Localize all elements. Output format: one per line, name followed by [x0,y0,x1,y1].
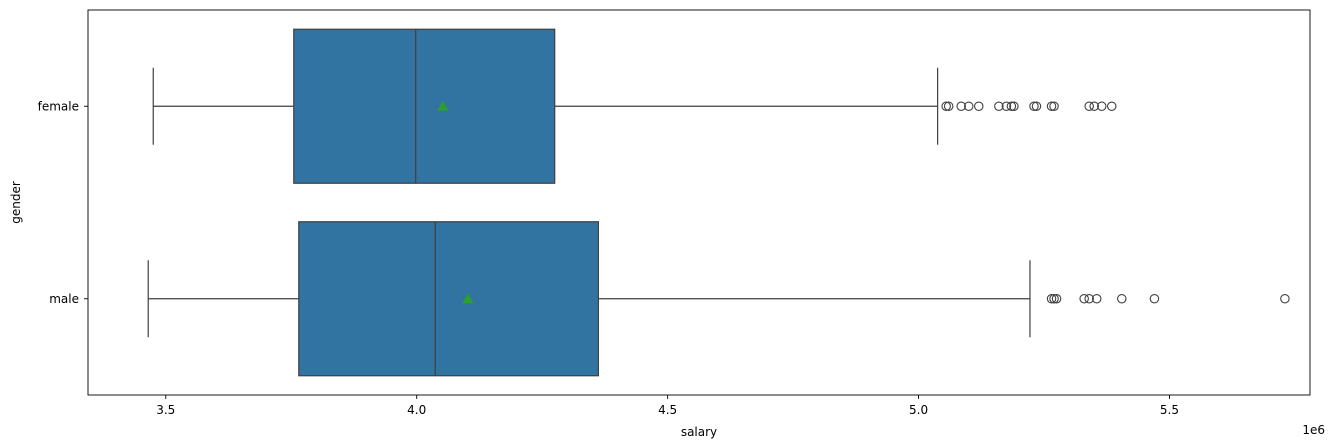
x-axis-label: salary [681,425,717,439]
x-tick-label: 4.0 [407,403,426,417]
outlier-point-male [1046,293,1057,304]
outlier-point-male [1091,293,1102,304]
outlier-point-female [1031,101,1042,112]
box-male [298,221,599,377]
outlier-point-male [1280,293,1290,304]
x-axis-offset-label: 1e6 [1302,423,1325,437]
outlier-point-female [1006,101,1017,112]
mean-marker-female [437,100,449,111]
outlier-point-male [1149,293,1160,304]
outlier-point-female [1001,101,1012,112]
outlier-point-female [1046,101,1057,112]
outlier-point-male [1084,293,1094,304]
outlier-point-male [1079,293,1089,304]
outlier-point-female [1084,101,1094,112]
outlier-point-female [956,101,966,112]
outlier-point-female [1089,101,1099,112]
y-axis-label: gender [9,181,23,224]
outlier-point-male [1117,293,1127,304]
x-tick-label: 5.0 [909,403,928,417]
outlier-point-female [1029,101,1039,112]
y-tick-label: male [49,292,79,306]
outlier-point-female [1107,101,1117,112]
x-tick-label: 3.5 [156,403,175,417]
outlier-point-female [1009,101,1019,112]
outlier-point-female [974,101,984,112]
box-female [293,28,556,184]
outlier-point-female [1049,101,1059,112]
outlier-point-female [1096,101,1107,112]
plot-frame [87,9,1311,396]
mean-marker-male [462,293,474,304]
outlier-point-male [1051,293,1062,304]
outlier-point-female [941,101,951,112]
plot-marks [147,28,1290,377]
axes: 3.5 4.0 4.5 5.0 5.5 female male [38,9,1311,417]
outlier-point-female [994,101,1004,112]
outlier-point-female [943,101,954,112]
x-tick-label: 4.5 [658,403,677,417]
outlier-point-female [963,101,974,112]
y-tick-label: female [38,99,79,113]
outlier-point-male [1049,293,1059,304]
x-tick-label: 5.5 [1160,403,1179,417]
